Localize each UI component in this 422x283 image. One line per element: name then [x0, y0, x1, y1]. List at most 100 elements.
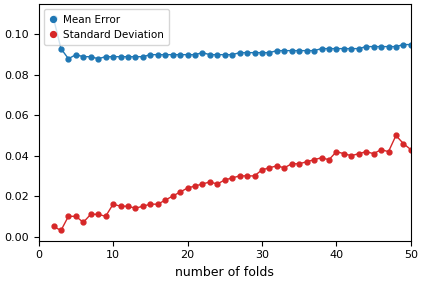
Mean Error — [148, 53, 153, 56]
Standard Deviation — [185, 186, 190, 190]
Mean Error — [133, 55, 138, 58]
Mean Error — [408, 43, 414, 46]
Standard Deviation — [356, 152, 361, 155]
Mean Error — [215, 53, 220, 56]
Standard Deviation — [125, 205, 130, 208]
Standard Deviation — [222, 178, 227, 182]
Standard Deviation — [170, 194, 175, 198]
Mean Error — [200, 51, 205, 54]
Mean Error — [207, 53, 212, 56]
Mean Error — [244, 51, 249, 54]
Mean Error — [267, 51, 272, 54]
Mean Error — [81, 55, 86, 58]
Mean Error — [111, 55, 116, 58]
Mean Error — [96, 57, 101, 60]
Standard Deviation — [155, 203, 160, 206]
Standard Deviation — [379, 148, 384, 151]
Mean Error — [349, 47, 354, 50]
Mean Error — [192, 53, 197, 56]
Mean Error — [297, 49, 302, 52]
Mean Error — [282, 49, 287, 52]
Standard Deviation — [88, 213, 93, 216]
Mean Error — [260, 51, 265, 54]
Standard Deviation — [274, 164, 279, 168]
Standard Deviation — [408, 148, 414, 151]
Standard Deviation — [111, 203, 116, 206]
Standard Deviation — [319, 156, 324, 159]
Line: Mean Error: Mean Error — [51, 16, 413, 61]
Standard Deviation — [200, 182, 205, 186]
Standard Deviation — [141, 205, 146, 208]
Standard Deviation — [81, 221, 86, 224]
Standard Deviation — [66, 215, 71, 218]
Mean Error — [379, 45, 384, 48]
Mean Error — [327, 47, 332, 50]
Standard Deviation — [401, 142, 406, 145]
Standard Deviation — [192, 184, 197, 188]
Mean Error — [274, 49, 279, 52]
Standard Deviation — [252, 174, 257, 178]
Standard Deviation — [393, 134, 398, 137]
Mean Error — [230, 53, 235, 56]
Standard Deviation — [386, 150, 391, 153]
Line: Standard Deviation: Standard Deviation — [51, 133, 413, 233]
Standard Deviation — [349, 154, 354, 157]
Mean Error — [371, 45, 376, 48]
Standard Deviation — [289, 162, 294, 166]
Standard Deviation — [327, 158, 332, 161]
Standard Deviation — [260, 168, 265, 171]
Mean Error — [66, 57, 71, 60]
Mean Error — [103, 55, 108, 58]
Mean Error — [155, 53, 160, 56]
Legend: Mean Error, Standard Deviation: Mean Error, Standard Deviation — [44, 9, 169, 45]
Standard Deviation — [148, 203, 153, 206]
Mean Error — [118, 55, 123, 58]
Mean Error — [319, 47, 324, 50]
Standard Deviation — [364, 150, 369, 153]
Standard Deviation — [118, 205, 123, 208]
Mean Error — [386, 45, 391, 48]
Mean Error — [88, 55, 93, 58]
Mean Error — [401, 43, 406, 46]
Mean Error — [170, 53, 175, 56]
Mean Error — [311, 49, 316, 52]
Standard Deviation — [103, 215, 108, 218]
Standard Deviation — [267, 166, 272, 170]
Standard Deviation — [237, 174, 242, 178]
Standard Deviation — [51, 225, 56, 228]
Mean Error — [252, 51, 257, 54]
Standard Deviation — [334, 150, 339, 153]
Mean Error — [125, 55, 130, 58]
Mean Error — [185, 53, 190, 56]
Mean Error — [58, 47, 63, 50]
Standard Deviation — [371, 152, 376, 155]
Standard Deviation — [133, 207, 138, 210]
Standard Deviation — [96, 213, 101, 216]
X-axis label: number of folds: number of folds — [175, 266, 274, 279]
Mean Error — [341, 47, 346, 50]
Standard Deviation — [297, 162, 302, 166]
Mean Error — [356, 47, 361, 50]
Mean Error — [364, 45, 369, 48]
Standard Deviation — [162, 198, 168, 202]
Mean Error — [334, 47, 339, 50]
Standard Deviation — [282, 166, 287, 170]
Standard Deviation — [58, 229, 63, 232]
Standard Deviation — [215, 182, 220, 186]
Mean Error — [237, 51, 242, 54]
Standard Deviation — [207, 180, 212, 184]
Standard Deviation — [304, 160, 309, 164]
Standard Deviation — [178, 190, 183, 194]
Standard Deviation — [311, 158, 316, 161]
Standard Deviation — [341, 152, 346, 155]
Mean Error — [393, 45, 398, 48]
Standard Deviation — [73, 215, 78, 218]
Mean Error — [73, 53, 78, 56]
Mean Error — [222, 53, 227, 56]
Standard Deviation — [244, 174, 249, 178]
Mean Error — [141, 55, 146, 58]
Mean Error — [178, 53, 183, 56]
Standard Deviation — [230, 176, 235, 180]
Mean Error — [304, 49, 309, 52]
Mean Error — [51, 17, 56, 20]
